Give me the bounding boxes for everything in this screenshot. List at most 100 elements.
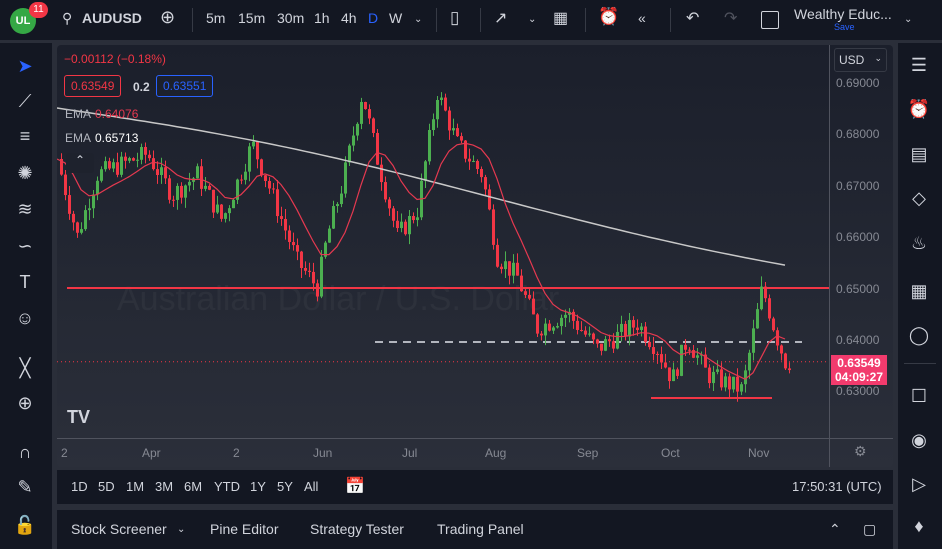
layers-icon[interactable]: ◇: [912, 188, 926, 208]
candle-body: [132, 158, 135, 161]
interval-5m[interactable]: 5m: [206, 10, 226, 26]
tab-strategy-tester[interactable]: Strategy Tester: [310, 521, 404, 537]
chevron-down-icon[interactable]: ⌄: [177, 524, 186, 535]
settings-icon[interactable]: ⚙: [854, 443, 867, 459]
indicators-icon[interactable]: ↗: [494, 10, 508, 27]
notifications-icon[interactable]: ♦: [914, 516, 924, 536]
interval-1h[interactable]: 1h: [314, 10, 330, 26]
range-ytd[interactable]: YTD: [214, 479, 240, 494]
chart-pane[interactable]: Australian Dollar / U.S. Dollar −0.00112…: [57, 45, 893, 467]
candle-body: [776, 330, 779, 346]
candle-body: [620, 323, 623, 332]
maximize-panel-icon[interactable]: ▢: [863, 521, 877, 537]
candle-body: [144, 146, 147, 155]
price-tick: 0.65000: [836, 282, 880, 296]
layout-name[interactable]: Wealthy Educ...: [794, 6, 892, 22]
candle-body: [668, 367, 671, 382]
emoji-icon[interactable]: ☺: [15, 308, 35, 328]
candles-icon[interactable]: ▯: [450, 8, 460, 27]
candle-body: [736, 376, 739, 392]
bottom-panel: Stock Screener ⌄ Pine Editor Strategy Te…: [57, 510, 893, 549]
save-button[interactable]: Save: [834, 22, 855, 32]
pattern-icon[interactable]: ✺: [17, 163, 33, 183]
candle-body: [316, 283, 319, 297]
alert-icon[interactable]: ⏰: [598, 7, 620, 26]
range-1y[interactable]: 1Y: [250, 479, 266, 494]
symbol-search[interactable]: AUDUSD: [82, 10, 142, 26]
range-3m[interactable]: 3M: [155, 479, 174, 494]
candle-body: [196, 166, 199, 179]
range-6m[interactable]: 6M: [184, 479, 203, 494]
brush-icon[interactable]: ∽: [17, 236, 33, 256]
ruler-icon[interactable]: ╳: [19, 358, 31, 378]
candle-body: [552, 327, 555, 331]
replay-icon[interactable]: «: [638, 10, 646, 26]
interval-4h[interactable]: 4h: [341, 10, 357, 26]
candle-body: [128, 158, 131, 161]
interval-d[interactable]: D: [368, 10, 379, 26]
bid-price[interactable]: 0.63549: [64, 75, 122, 97]
candle-body: [636, 327, 639, 331]
candle-body: [612, 341, 615, 349]
redo-icon[interactable]: ↷: [724, 10, 738, 27]
lock-icon[interactable]: 🔓: [13, 515, 37, 535]
currency-select[interactable]: USD ⌄: [834, 48, 887, 72]
interval-w[interactable]: W: [389, 10, 403, 26]
cursor-icon[interactable]: ➤: [17, 56, 33, 76]
candle-body: [212, 189, 215, 213]
candle-body: [548, 323, 551, 331]
candle-body: [172, 199, 175, 201]
search-icon[interactable]: ⚲: [62, 10, 73, 26]
forecast-icon[interactable]: ≋: [17, 199, 33, 219]
candle-body: [556, 326, 559, 328]
candle-body: [64, 174, 67, 196]
chevron-down-icon[interactable]: ⌄: [904, 14, 913, 25]
trend-line-icon[interactable]: ⟋: [18, 91, 32, 111]
candle-body: [228, 208, 231, 214]
magnet-icon[interactable]: ∩: [18, 442, 32, 462]
candle-body: [452, 128, 455, 131]
interval-15m[interactable]: 15m: [238, 10, 266, 26]
range-1d[interactable]: 1D: [71, 479, 88, 494]
ask-price[interactable]: 0.63551: [156, 75, 214, 97]
chat-icon[interactable]: ☐: [910, 386, 928, 406]
range-5d[interactable]: 5D: [98, 479, 115, 494]
candle-body: [372, 118, 375, 133]
collapse-legend-button[interactable]: ⌃: [66, 153, 94, 173]
object-tree-icon[interactable]: ▤: [910, 144, 928, 164]
calendar-icon[interactable]: 📅: [345, 478, 365, 495]
tab-stock-screener[interactable]: Stock Screener: [71, 521, 167, 537]
streams-icon[interactable]: ◉: [911, 430, 927, 450]
spread: 0.2: [133, 80, 150, 94]
watchlist-icon[interactable]: ☰: [910, 55, 928, 75]
alarm-icon[interactable]: ⏰: [907, 99, 931, 119]
layout-grid-icon[interactable]: ▦: [553, 10, 569, 27]
fib-icon[interactable]: ≡: [19, 126, 31, 146]
interval-30m[interactable]: 30m: [277, 10, 305, 26]
bar-countdown: 04:09:27: [834, 370, 884, 384]
play-icon[interactable]: ▷: [912, 474, 926, 494]
lock-drawing-icon[interactable]: ✎: [17, 477, 33, 497]
right-sidebar: ☰ ⏰ ▤ ◇ ♨ ▦ ◯ ☐ ◉ ▷ ♦: [898, 43, 942, 549]
text-icon[interactable]: T: [19, 272, 31, 292]
calendar-icon[interactable]: ▦: [910, 281, 928, 301]
candle-body: [408, 215, 411, 235]
zoom-in-icon[interactable]: ⊕: [17, 393, 33, 413]
last-price: 0.63549: [837, 356, 881, 370]
undo-icon[interactable]: ↶: [686, 10, 700, 27]
add-symbol-icon[interactable]: ⊕: [160, 7, 176, 27]
range-all[interactable]: All: [304, 479, 319, 494]
chevron-down-icon[interactable]: ⌄: [414, 14, 423, 25]
range-5y[interactable]: 5Y: [277, 479, 293, 494]
ideas-icon[interactable]: ◯: [908, 325, 930, 345]
tab-pine-editor[interactable]: Pine Editor: [210, 521, 279, 537]
chevron-down-icon[interactable]: ⌄: [528, 14, 537, 25]
range-1m[interactable]: 1M: [126, 479, 145, 494]
candle-body: [672, 369, 675, 382]
candle-body: [332, 206, 335, 229]
hotlist-icon[interactable]: ♨: [910, 233, 928, 253]
tab-trading-panel[interactable]: Trading Panel: [437, 521, 524, 537]
collapse-panel-icon[interactable]: ⌃: [829, 521, 841, 537]
clock[interactable]: 17:50:31 (UTC): [792, 479, 882, 494]
fullscreen-icon[interactable]: [761, 11, 779, 29]
